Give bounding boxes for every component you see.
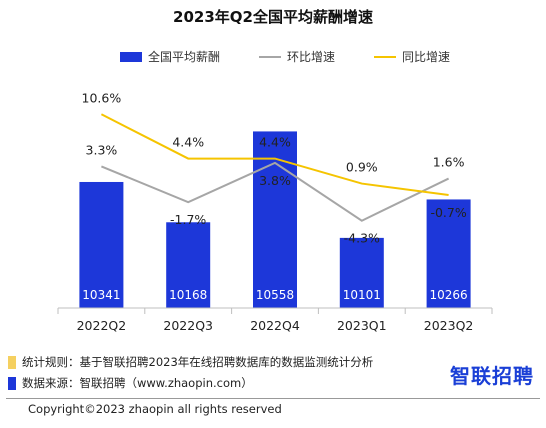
bar-2023Q1: [339, 237, 384, 308]
bar-2022Q4: [253, 131, 297, 308]
yoy-data-label: -0.7%: [430, 205, 466, 220]
legend-swatch-yoy: [373, 55, 396, 58]
copyright-text: Copyright©2023 zhaopin all rights reserv…: [28, 402, 282, 416]
yoy-line: [100, 113, 449, 196]
yoy-data-label: 4.4%: [259, 135, 291, 150]
bar-2023Q2: [426, 199, 471, 308]
bar-2022Q2: [79, 181, 124, 308]
legend-label-yoy: 同比增速: [401, 50, 450, 64]
footer-source: 数据来源：智联招聘（www.zhaopin.com）: [8, 375, 253, 391]
yoy-data-label: 10.6%: [82, 90, 122, 105]
legend-item-salary: 全国平均薪酬: [120, 48, 220, 65]
legend-label-mom: 环比增速: [286, 50, 335, 64]
legend-swatch-mom: [258, 55, 281, 58]
chart-plot: 10341 10168 10558 10101 10266 2022Q2 2022Q3 202…: [57, 90, 493, 333]
bar-value-label: 10341: [82, 288, 120, 302]
bar-value-label: 10168: [169, 288, 207, 302]
chart-legend: 全国平均薪酬 环比增速 同比增速: [120, 48, 450, 65]
mom-data-label: -4.3%: [344, 231, 380, 246]
rule-marker: [8, 355, 16, 369]
legend-item-yoy: 同比增速: [373, 48, 450, 65]
yoy-data-label: 0.9%: [346, 160, 378, 175]
bar-value-label: 10558: [256, 288, 294, 302]
x-tick-label: 2023Q1: [337, 318, 387, 333]
x-tick-label: 2022Q4: [250, 318, 300, 333]
legend-item-mom: 环比增速: [258, 48, 335, 65]
x-tick-label: 2022Q2: [77, 318, 127, 333]
bar-value-label: 10266: [430, 288, 468, 302]
bar-value-label: 10101: [343, 288, 381, 302]
x-tick-label: 2023Q2: [424, 318, 474, 333]
bar-2022Q3: [166, 222, 211, 308]
x-tick-label: 2022Q3: [163, 318, 213, 333]
yoy-data-label: 4.4%: [172, 135, 204, 150]
footer-rule-text: 统计规则：基于智联招聘2023年在线招聘数据库的数据监测统计分析: [22, 355, 374, 369]
mom-data-label: 1.6%: [433, 155, 465, 170]
mom-data-label: 3.3%: [86, 142, 118, 157]
chart-title: 2023年Q2全国平均薪酬增速: [173, 8, 373, 26]
mom-data-label: -1.7%: [170, 212, 206, 227]
mom-data-label: 3.8%: [259, 173, 291, 188]
source-marker: [8, 376, 16, 390]
footer-source-text: 数据来源：智联招聘（www.zhaopin.com）: [22, 376, 253, 390]
footer-divider: [6, 398, 540, 399]
legend-label-salary: 全国平均薪酬: [148, 50, 221, 64]
legend-swatch-salary: [120, 51, 142, 62]
mom-line: [101, 161, 450, 222]
footer-rule: 统计规则：基于智联招聘2023年在线招聘数据库的数据监测统计分析: [8, 354, 373, 370]
brand-logo: 智联招聘: [450, 364, 534, 388]
